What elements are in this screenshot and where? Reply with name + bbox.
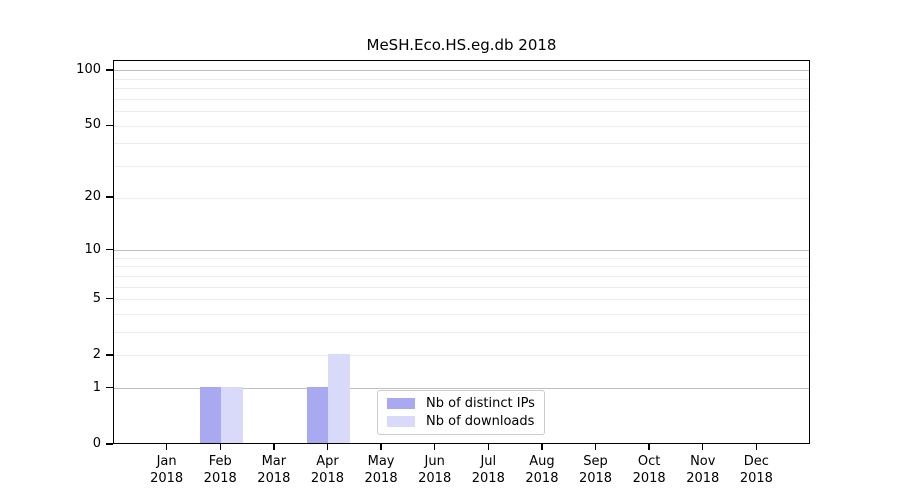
minor-gridline (114, 355, 809, 357)
x-tick-mark (273, 444, 275, 450)
minor-gridline (114, 98, 809, 100)
x-tick-mark (755, 444, 758, 450)
x-tick-label-month: Oct (637, 454, 661, 469)
minor-gridline (114, 286, 809, 288)
x-tick-label-year: 2018 (578, 471, 613, 486)
minor-gridline (114, 166, 809, 168)
minor-gridline (114, 88, 809, 90)
x-tick-label-month: Nov (690, 454, 716, 469)
minor-gridline (114, 332, 809, 334)
x-tick-label: Apr 2018 (297, 453, 357, 487)
x-tick-label-year: 2018 (150, 471, 184, 486)
x-tick-label-year: 2018 (471, 471, 505, 486)
minor-gridline (114, 143, 809, 145)
minor-gridline (114, 299, 809, 301)
minor-gridline (114, 275, 809, 277)
legend-row: Nb of distinct IPs (387, 396, 535, 411)
x-tick-label-month: Sep (583, 454, 608, 469)
minor-gridline (114, 257, 809, 259)
x-tick-mark (648, 444, 650, 450)
x-tick-label-year: 2018 (632, 471, 666, 486)
x-tick-label-year: 2018 (203, 471, 237, 486)
x-tick-mark (380, 444, 382, 450)
x-tick-label: Feb 2018 (190, 453, 250, 487)
x-tick-mark (326, 444, 329, 450)
y-tick-label: 1 (92, 379, 101, 395)
x-tick-label-year: 2018 (739, 471, 773, 486)
x-tick-label-month: Aug (529, 454, 555, 469)
x-tick-mark (702, 444, 704, 450)
y-tick-mark (106, 124, 113, 126)
legend-row: Nb of downloads (387, 414, 535, 429)
major-gridline (114, 70, 809, 72)
major-gridline (114, 250, 809, 252)
y-tick-label: 2 (92, 346, 101, 362)
x-tick-label-year: 2018 (686, 471, 720, 486)
x-tick-mark (594, 444, 597, 450)
x-tick-label-month: Jul (480, 454, 497, 469)
bar-feb-distinct-ips (199, 386, 222, 443)
x-tick-label: Jun 2018 (405, 453, 465, 487)
x-tick-label-year: 2018 (525, 471, 559, 486)
legend-swatch-icon (387, 416, 415, 427)
bar-apr-distinct-ips (306, 386, 329, 443)
x-tick-label-month: Jan (156, 454, 177, 469)
x-tick-label-month: May (367, 454, 395, 469)
y-tick-mark (106, 196, 113, 198)
major-gridline (114, 388, 809, 390)
chart-title: MeSH.Eco.HS.eg.db 2018 (366, 36, 557, 54)
y-tick-mark (106, 354, 113, 356)
plot-area: Nb of distinct IPs Nb of downloads (113, 60, 810, 444)
x-tick-label: Jan 2018 (137, 453, 197, 487)
x-tick-mark (487, 444, 489, 450)
bar-feb-downloads (221, 386, 243, 443)
bar-apr-downloads (328, 353, 350, 443)
x-tick-label-year: 2018 (418, 471, 452, 486)
minor-gridline (114, 314, 809, 315)
y-tick-mark (106, 298, 113, 300)
y-tick-label: 20 (84, 189, 101, 205)
y-tick-label: 0 (92, 436, 101, 451)
legend-label: Nb of downloads (426, 414, 535, 429)
y-tick-mark (106, 69, 113, 71)
x-tick-label-month: Apr (316, 454, 339, 469)
x-tick-label-year: 2018 (257, 471, 291, 486)
x-tick-label: Oct 2018 (619, 453, 679, 487)
x-tick-label-month: Jun (424, 454, 445, 469)
x-tick-mark (165, 444, 168, 450)
x-tick-label: Dec 2018 (726, 453, 786, 487)
x-tick-label: May 2018 (351, 453, 411, 487)
x-tick-label-month: Dec (743, 454, 769, 469)
legend-swatch-icon (387, 398, 415, 409)
minor-gridline (114, 197, 809, 199)
x-tick-mark (219, 444, 221, 450)
legend-label: Nb of distinct IPs (426, 396, 535, 411)
y-tick-label: 100 (76, 61, 101, 77)
x-tick-label-month: Feb (208, 454, 232, 469)
y-tick-label: 10 (84, 241, 101, 257)
minor-gridline (114, 266, 809, 268)
x-tick-mark (541, 444, 543, 450)
x-tick-label-year: 2018 (364, 471, 398, 486)
x-tick-label: Jul 2018 (458, 453, 518, 487)
x-tick-label: Aug 2018 (512, 453, 572, 487)
x-tick-label-year: 2018 (310, 471, 344, 486)
legend: Nb of distinct IPs Nb of downloads (377, 390, 545, 435)
y-tick-mark (106, 387, 113, 389)
x-tick-label: Sep 2018 (566, 453, 626, 487)
x-tick-label: Nov 2018 (673, 453, 733, 487)
x-tick-label: Mar 2018 (244, 453, 304, 487)
minor-gridline (114, 78, 809, 80)
y-tick-label: 5 (92, 290, 101, 306)
x-tick-label-month: Mar (261, 454, 287, 469)
minor-gridline (114, 125, 809, 127)
y-tick-mark (106, 248, 113, 251)
x-tick-mark (433, 444, 436, 450)
y-tick-label: 50 (84, 117, 101, 133)
minor-gridline (114, 111, 809, 113)
y-tick-mark (106, 443, 113, 445)
